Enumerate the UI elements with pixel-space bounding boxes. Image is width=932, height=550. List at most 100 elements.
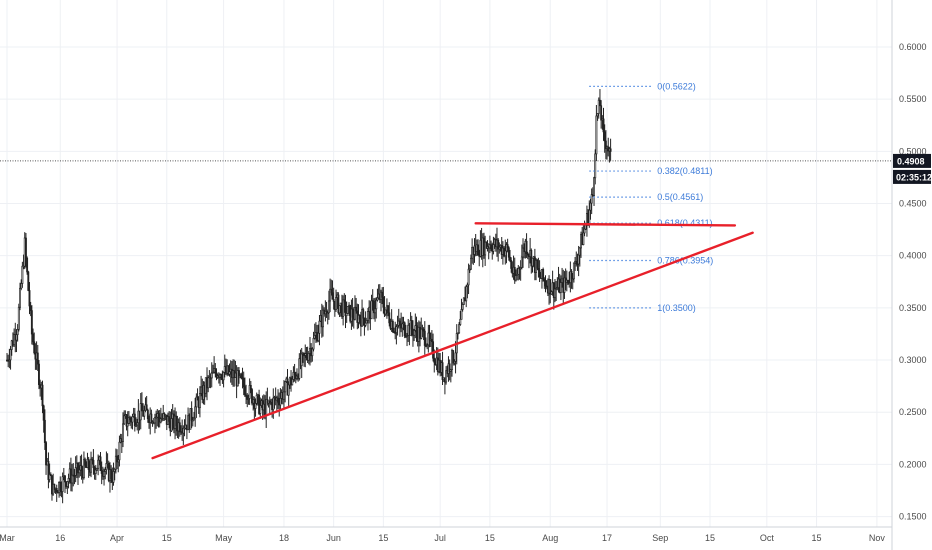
- candle-body: [53, 483, 56, 490]
- candle-body: [59, 481, 62, 492]
- candle-body: [570, 271, 573, 280]
- trendline-support[interactable]: [151, 231, 754, 460]
- candle-body: [556, 287, 559, 289]
- price-tick-label: 0.3000: [899, 355, 927, 365]
- candle-body: [248, 385, 251, 399]
- candle-body: [182, 427, 185, 434]
- candle-body: [343, 299, 346, 303]
- candle-body: [26, 257, 29, 273]
- candle-body: [126, 423, 129, 427]
- candle-body: [559, 282, 562, 293]
- candle-body: [29, 305, 32, 311]
- candle-body: [247, 398, 250, 400]
- candle-body: [458, 324, 461, 334]
- candle-body: [240, 373, 243, 379]
- candle-body: [599, 99, 601, 107]
- candle-body: [80, 465, 83, 472]
- candle-body: [420, 328, 423, 339]
- candle-body: [143, 410, 146, 417]
- trendline-resistance[interactable]: [474, 222, 737, 227]
- candle-body: [410, 320, 413, 330]
- candle-body: [55, 488, 58, 493]
- candle-body: [268, 400, 271, 404]
- time-tick-label: Apr: [110, 533, 124, 543]
- candle-body: [66, 481, 69, 487]
- trendlines[interactable]: [151, 222, 754, 460]
- candle-body: [583, 228, 586, 234]
- candle-body: [567, 279, 569, 284]
- candle-body: [210, 372, 213, 379]
- fib-level-label: 0.5(0.4561): [657, 192, 703, 202]
- candle-body: [104, 469, 107, 472]
- candle-body: [387, 305, 390, 314]
- candle-body: [602, 118, 605, 133]
- candle-body: [32, 333, 34, 343]
- candle-body: [370, 300, 373, 320]
- candle-body: [162, 413, 165, 419]
- candle-body: [307, 353, 310, 361]
- candle-body: [376, 297, 379, 301]
- candle-body: [211, 371, 214, 374]
- candle-body: [284, 381, 287, 393]
- candle-body: [326, 312, 329, 315]
- candle-body: [514, 275, 517, 281]
- candle-body: [517, 267, 520, 275]
- time-tick-label: Nov: [869, 533, 886, 543]
- candle-body: [133, 413, 136, 427]
- candle-body: [207, 377, 210, 389]
- current-price-value: 0.4908: [897, 156, 925, 166]
- candle-body: [136, 422, 139, 426]
- candle-body: [8, 359, 11, 362]
- candle-body: [71, 474, 74, 484]
- candle-body: [449, 369, 452, 372]
- candle-body: [153, 417, 156, 424]
- candle-body: [422, 328, 425, 332]
- candle-body: [282, 391, 285, 400]
- price-axis[interactable]: 0.6000 0.5500 0.5000 0.4500 0.4000 0.3500 0.30…: [891, 0, 927, 550]
- candle-body: [170, 418, 173, 432]
- candle-body: [41, 384, 44, 407]
- candle-body: [571, 278, 574, 281]
- candle-body: [375, 299, 378, 310]
- candle-body: [588, 209, 591, 224]
- candle-body: [175, 415, 178, 427]
- candle-body: [568, 282, 571, 284]
- candle-body: [329, 288, 332, 302]
- candle-body: [381, 291, 384, 298]
- candle-body: [351, 308, 354, 318]
- candle-body: [506, 244, 509, 249]
- time-tick-label: Oct: [760, 533, 775, 543]
- price-tick-label: 0.3500: [899, 303, 927, 313]
- time-tick-label: Mar: [0, 533, 15, 543]
- candle-body: [150, 413, 153, 424]
- time-tick-label: Aug: [542, 533, 558, 543]
- candle-body: [432, 341, 435, 359]
- candle-body: [590, 194, 593, 204]
- time-tick-label: Sep: [652, 533, 668, 543]
- candle-body: [33, 341, 36, 354]
- candle-body: [61, 476, 64, 492]
- time-tick-label: May: [215, 533, 233, 543]
- fibonacci-retracement[interactable]: 0(0.5622) 0.382(0.4811) 0.5(0.4561) 0.618(0…: [589, 81, 713, 313]
- candle-body: [406, 335, 408, 337]
- candle-body: [311, 348, 314, 357]
- time-axis[interactable]: Mar 16 Apr 15 May 18 Jun 15 Jul 15 Aug 17 Sep 15 Oct 15…: [0, 526, 892, 543]
- candle-body: [466, 284, 469, 287]
- candle-body: [593, 177, 595, 196]
- candle-body: [157, 413, 160, 419]
- candle-body: [520, 256, 523, 268]
- candle-body: [82, 459, 85, 479]
- price-tick-label: 0.4000: [899, 251, 927, 261]
- candle-body: [112, 471, 115, 483]
- candle-body: [123, 415, 126, 425]
- candle-body: [456, 332, 459, 335]
- candle-body: [594, 153, 597, 179]
- candle-body: [344, 301, 347, 316]
- candle-body: [191, 419, 194, 422]
- candle-body: [190, 408, 193, 421]
- candle-body: [396, 325, 399, 327]
- candle-body: [322, 309, 324, 328]
- countdown-value: 02:35:12: [896, 172, 932, 182]
- candle-body: [401, 323, 404, 329]
